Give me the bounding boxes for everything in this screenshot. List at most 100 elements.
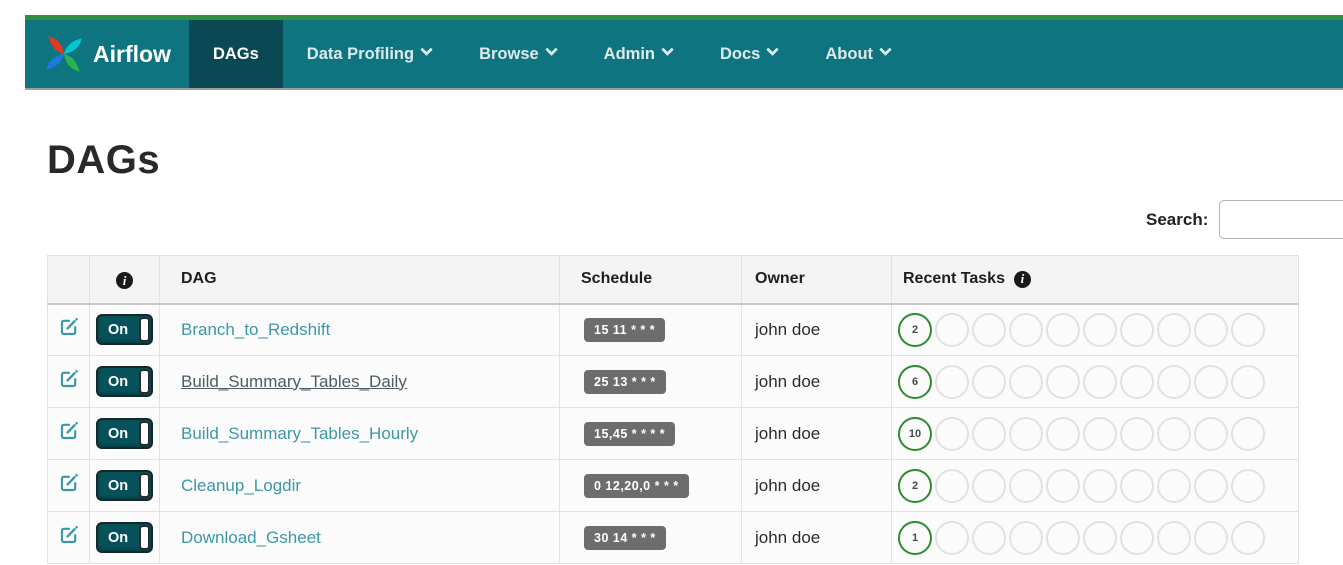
- edit-cell: [47, 355, 90, 408]
- task-state-circle: [1157, 416, 1191, 451]
- page-title: DAGs: [47, 138, 161, 182]
- recent-tasks-cell: 2: [891, 459, 1299, 512]
- nav-item[interactable]: Data Profiling: [283, 20, 455, 88]
- dag-name-link[interactable]: Build_Summary_Tables_Daily: [181, 371, 407, 391]
- dag-name-link[interactable]: Branch_to_Redshift: [181, 319, 331, 339]
- task-state-circle: [1009, 468, 1043, 503]
- edit-cell: [47, 303, 90, 356]
- dag-on-off-toggle[interactable]: On: [96, 522, 153, 553]
- info-icon: i: [1013, 270, 1031, 288]
- brand-label: Airflow: [93, 40, 171, 67]
- task-state-circle: [1009, 312, 1043, 347]
- schedule-cell: 15,45 * * * *: [559, 407, 742, 460]
- edit-icon[interactable]: [59, 369, 79, 389]
- task-state-circle: [935, 520, 969, 555]
- schedule-badge: 25 13 * * *: [584, 369, 666, 394]
- edit-icon[interactable]: [59, 317, 79, 337]
- toggle-label: On: [108, 373, 129, 390]
- edit-cell: [47, 459, 90, 512]
- dag-on-off-toggle[interactable]: On: [96, 366, 153, 397]
- toggle-cell: On: [89, 459, 160, 512]
- task-state-circle: [972, 364, 1006, 399]
- task-state-circle: [1009, 416, 1043, 451]
- airflow-brand-link[interactable]: Airflow: [25, 20, 189, 88]
- task-state-circle: [972, 520, 1006, 555]
- airflow-pinwheel-logo-icon: [41, 32, 87, 76]
- edit-cell: [47, 511, 90, 564]
- task-state-circle: [1083, 520, 1117, 555]
- task-state-circle: [972, 468, 1006, 503]
- dag-on-off-toggle[interactable]: On: [96, 470, 153, 501]
- toggle-cell: On: [89, 355, 160, 408]
- schedule-badge: 15 11 * * *: [584, 317, 666, 342]
- toggle-handle: [139, 525, 150, 550]
- recent-tasks-cell: 10: [891, 407, 1299, 460]
- table-row: On Cleanup_Logdir 0 12,20,0 * * * john d…: [47, 459, 1299, 512]
- toggle-label: On: [108, 529, 129, 546]
- success-count-circle[interactable]: 2: [898, 468, 932, 503]
- recent-tasks-cell: 1: [891, 511, 1299, 564]
- dag-name-link[interactable]: Download_Gsheet: [181, 527, 321, 547]
- schedule-badge: 0 12,20,0 * * *: [584, 473, 689, 498]
- search-label: Search:: [1146, 209, 1209, 229]
- task-state-circles: 2: [898, 468, 1298, 503]
- toggle-handle: [139, 369, 150, 394]
- nav-item-label: DAGs: [212, 44, 259, 63]
- header-dag: DAG: [159, 255, 560, 305]
- search-row: Search:: [1146, 200, 1343, 239]
- owner-cell: john doe: [741, 355, 892, 408]
- task-state-circle: [1157, 312, 1191, 347]
- nav-item-label: Data Profiling: [306, 44, 415, 63]
- recent-tasks-cell: 2: [891, 303, 1299, 356]
- dag-name-link[interactable]: Cleanup_Logdir: [181, 475, 302, 495]
- success-count-circle[interactable]: 1: [898, 520, 932, 555]
- dag-on-off-toggle[interactable]: On: [96, 418, 153, 449]
- toggle-handle: [139, 421, 150, 446]
- schedule-cell: 25 13 * * *: [559, 355, 742, 408]
- nav-item-label: Browse: [479, 44, 539, 63]
- edit-icon[interactable]: [59, 525, 79, 545]
- success-count-circle[interactable]: 10: [898, 416, 932, 451]
- toggle-handle: [139, 473, 150, 498]
- header-toggle-info: i: [89, 255, 160, 305]
- toggle-handle: [139, 317, 150, 343]
- task-state-circle: [1083, 416, 1117, 451]
- dag-on-off-toggle[interactable]: On: [96, 314, 153, 346]
- table-row: On Branch_to_Redshift 15 11 * * * john d…: [47, 303, 1299, 356]
- nav-item[interactable]: About: [801, 20, 914, 88]
- dag-cell: Branch_to_Redshift: [159, 303, 560, 356]
- task-state-circle: [1194, 364, 1228, 399]
- nav-item[interactable]: DAGs: [188, 20, 283, 88]
- edit-icon[interactable]: [59, 421, 79, 441]
- table-row: On Download_Gsheet 30 14 * * * john doe …: [47, 511, 1299, 564]
- toggle-label: On: [108, 477, 129, 494]
- task-state-circle: [972, 416, 1006, 451]
- toggle-cell: On: [89, 511, 160, 564]
- success-count-circle[interactable]: 2: [898, 312, 932, 347]
- task-state-circle: [1083, 468, 1117, 503]
- nav-menu: DAGs Data Profiling Browse Admin Docs Ab…: [188, 20, 914, 88]
- task-state-circle: [1157, 364, 1191, 399]
- nav-item[interactable]: Docs: [696, 20, 801, 88]
- chevron-down-icon: [544, 43, 558, 57]
- nav-item[interactable]: Browse: [455, 20, 580, 88]
- edit-icon[interactable]: [59, 473, 79, 493]
- info-icon: i: [116, 272, 133, 289]
- success-count-circle[interactable]: 6: [898, 364, 932, 399]
- schedule-cell: 15 11 * * *: [559, 303, 742, 356]
- dag-cell: Build_Summary_Tables_Hourly: [159, 407, 560, 460]
- task-state-circle: [1231, 312, 1265, 347]
- task-state-circle: [1120, 520, 1154, 555]
- owner-cell: john doe: [741, 511, 892, 564]
- header-schedule: Schedule: [559, 255, 742, 305]
- table-row: On Build_Summary_Tables_Daily 25 13 * * …: [47, 355, 1299, 408]
- task-state-circle: [1194, 468, 1228, 503]
- nav-item[interactable]: Admin: [580, 20, 696, 88]
- task-state-circle: [1194, 312, 1228, 347]
- task-state-circle: [1231, 364, 1265, 399]
- search-input[interactable]: [1219, 200, 1343, 239]
- nav-item-label: About: [825, 44, 874, 63]
- task-state-circle: [1120, 416, 1154, 451]
- dag-name-link[interactable]: Build_Summary_Tables_Hourly: [181, 423, 419, 443]
- task-state-circle: [1046, 312, 1080, 347]
